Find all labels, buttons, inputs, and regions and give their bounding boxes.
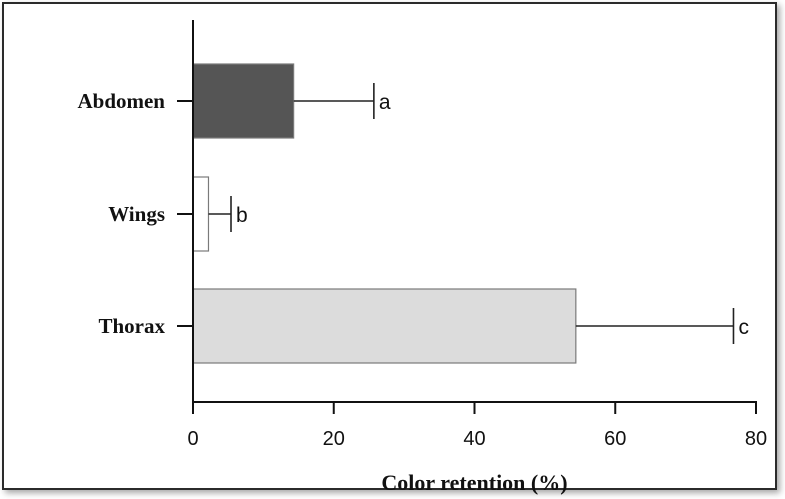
bar-thorax (192, 288, 577, 364)
y-ticks-layer: Abdomen Wings Thorax (77, 89, 193, 338)
x-tick-label-80: 80 (745, 428, 767, 450)
chart-frame (2, 2, 777, 490)
bar-wings (192, 176, 210, 252)
x-tick-label-0: 0 (187, 428, 198, 450)
category-label-abdomen: Abdomen (77, 89, 165, 113)
error-bars-layer: a b c (208, 83, 749, 344)
category-label-wings: Wings (108, 202, 165, 226)
significance-label-thorax: c (738, 316, 749, 339)
category-label-thorax: Thorax (98, 314, 165, 338)
x-ticks-layer: 0 20 40 60 80 (187, 402, 767, 450)
bars-layer (192, 63, 577, 364)
x-tick-label-20: 20 (323, 428, 345, 450)
significance-label-wings: b (236, 204, 248, 227)
x-axis-title: Color retention (%) (381, 470, 567, 495)
x-tick-label-60: 60 (604, 428, 626, 450)
x-tick-label-40: 40 (463, 428, 485, 450)
significance-label-abdomen: a (379, 91, 391, 114)
bar-abdomen (192, 63, 295, 139)
